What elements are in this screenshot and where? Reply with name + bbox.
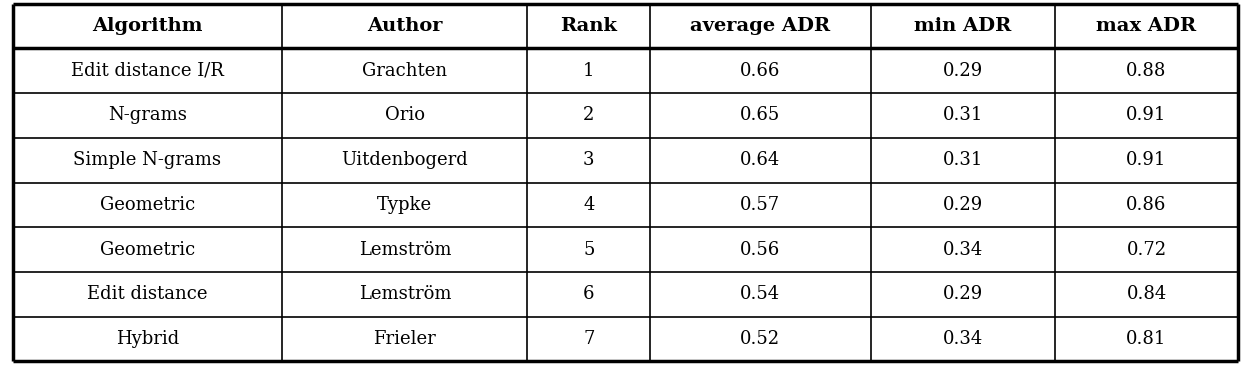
Bar [871, 227, 1055, 272]
Text: Geometric: Geometric [100, 196, 195, 214]
Bar [528, 93, 651, 138]
Bar [651, 93, 871, 138]
Text: 0.29: 0.29 [942, 62, 983, 80]
Bar [651, 316, 871, 361]
Bar [13, 272, 283, 316]
Text: 0.91: 0.91 [1126, 107, 1167, 124]
Text: 0.56: 0.56 [741, 241, 781, 258]
Bar [13, 4, 283, 49]
Bar [871, 182, 1055, 227]
Text: 2: 2 [583, 107, 594, 124]
Text: N-grams: N-grams [108, 107, 186, 124]
Text: 0.34: 0.34 [942, 241, 983, 258]
Bar [528, 49, 651, 93]
Bar [1055, 49, 1238, 93]
Text: Geometric: Geometric [100, 241, 195, 258]
Text: 0.29: 0.29 [942, 285, 983, 303]
Bar [1055, 182, 1238, 227]
Text: 0.52: 0.52 [741, 330, 781, 348]
Bar [528, 4, 651, 49]
Bar [871, 272, 1055, 316]
Text: 0.54: 0.54 [741, 285, 781, 303]
Bar [871, 49, 1055, 93]
Text: Edit distance I/R: Edit distance I/R [71, 62, 224, 80]
Bar [13, 182, 283, 227]
Bar [1055, 316, 1238, 361]
Text: 0.31: 0.31 [942, 151, 983, 169]
Bar [1055, 138, 1238, 182]
Text: 0.91: 0.91 [1126, 151, 1167, 169]
Bar [651, 272, 871, 316]
Bar [651, 4, 871, 49]
Bar [13, 93, 283, 138]
Bar [13, 316, 283, 361]
Text: Grachten: Grachten [363, 62, 448, 80]
Bar [283, 4, 528, 49]
Bar [1055, 272, 1238, 316]
Text: 0.81: 0.81 [1126, 330, 1167, 348]
Bar [528, 227, 651, 272]
Bar [528, 138, 651, 182]
Text: average ADR: average ADR [691, 17, 831, 35]
Bar [13, 49, 283, 93]
Text: Lemström: Lemström [359, 241, 452, 258]
Text: 1: 1 [583, 62, 594, 80]
Bar [1055, 227, 1238, 272]
Bar [871, 316, 1055, 361]
Text: Frieler: Frieler [374, 330, 437, 348]
Text: Simple N-grams: Simple N-grams [74, 151, 221, 169]
Text: 6: 6 [583, 285, 594, 303]
Text: 0.72: 0.72 [1126, 241, 1167, 258]
Bar [283, 182, 528, 227]
Text: 7: 7 [583, 330, 594, 348]
Bar [651, 138, 871, 182]
Text: 0.64: 0.64 [741, 151, 781, 169]
Text: 4: 4 [583, 196, 594, 214]
Text: 0.29: 0.29 [942, 196, 983, 214]
Text: 0.66: 0.66 [741, 62, 781, 80]
Text: max ADR: max ADR [1096, 17, 1197, 35]
Text: 5: 5 [583, 241, 594, 258]
Text: 0.57: 0.57 [741, 196, 781, 214]
Text: Author: Author [367, 17, 443, 35]
Text: Hybrid: Hybrid [116, 330, 179, 348]
Bar [651, 227, 871, 272]
Bar [871, 93, 1055, 138]
Text: Uitdenbogerd: Uitdenbogerd [342, 151, 468, 169]
Text: Edit distance: Edit distance [88, 285, 208, 303]
Bar [283, 227, 528, 272]
Bar [283, 138, 528, 182]
Bar [528, 272, 651, 316]
Text: Typke: Typke [378, 196, 433, 214]
Text: 3: 3 [583, 151, 594, 169]
Bar [13, 227, 283, 272]
Bar [651, 49, 871, 93]
Bar [871, 138, 1055, 182]
Bar [1055, 93, 1238, 138]
Bar [1055, 4, 1238, 49]
Text: 0.34: 0.34 [942, 330, 983, 348]
Text: Orio: Orio [385, 107, 425, 124]
Bar [528, 182, 651, 227]
Text: min ADR: min ADR [914, 17, 1011, 35]
Bar [13, 138, 283, 182]
Text: Rank: Rank [560, 17, 617, 35]
Bar [528, 316, 651, 361]
Text: 0.84: 0.84 [1126, 285, 1167, 303]
Bar [283, 93, 528, 138]
Text: 0.88: 0.88 [1126, 62, 1167, 80]
Bar [283, 272, 528, 316]
Text: 0.86: 0.86 [1126, 196, 1167, 214]
Bar [871, 4, 1055, 49]
Text: 0.31: 0.31 [942, 107, 983, 124]
Text: Algorithm: Algorithm [93, 17, 203, 35]
Text: 0.65: 0.65 [741, 107, 781, 124]
Bar [283, 49, 528, 93]
Text: Lemström: Lemström [359, 285, 452, 303]
Bar [283, 316, 528, 361]
Bar [651, 182, 871, 227]
